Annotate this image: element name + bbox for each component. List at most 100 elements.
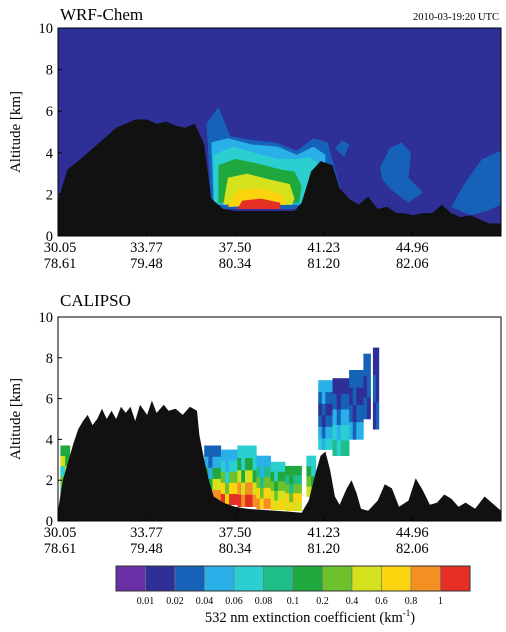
wrf-plume-contours — [206, 107, 342, 209]
colorbar-swatch — [322, 565, 353, 592]
calipso-observation-cell — [318, 426, 323, 439]
calipso-observation-cell — [65, 455, 71, 467]
y-tick-label: 4 — [46, 432, 54, 448]
calipso-observation-cell — [328, 380, 333, 393]
calipso-observation-cell — [241, 457, 246, 471]
colorbar-swatch — [233, 565, 264, 592]
y-tick-label: 4 — [46, 146, 54, 162]
colorbar-title-main: 532 nm extinction coefficient (km — [205, 610, 404, 626]
calipso-observation-cell — [289, 465, 294, 476]
colorbar-level-label: 0.01 — [137, 596, 155, 607]
calipso-observation-cell — [297, 492, 302, 503]
calipso-observation-cell — [293, 483, 298, 494]
calipso-observation-cell — [332, 393, 337, 410]
wrf-title: WRF-Chem — [60, 5, 143, 24]
x-tick-label-lat: 44.96 — [396, 240, 429, 256]
colorbar-level-label: 0.1 — [287, 596, 300, 607]
y-tick-label: 2 — [46, 187, 53, 203]
calipso-observation-cell — [328, 403, 333, 416]
colorbar-level-label: 0.4 — [346, 596, 359, 607]
x-tick-label-lat: 37.50 — [219, 240, 252, 256]
calipso-observation-cell — [349, 370, 353, 388]
calipso-observation-cell — [60, 455, 66, 467]
calipso-observation-cell — [260, 466, 264, 478]
colorbar-swatch — [292, 565, 323, 592]
calipso-observation-cell — [372, 347, 377, 376]
calipso-panel: CALIPSO Altitude [km] 0 2 4 6 8 10 30.0578.61… — [8, 291, 502, 557]
calipso-observation-cell — [359, 422, 364, 440]
calipso-observation-cell — [356, 404, 361, 423]
wrf-y-axis-label: Altitude [km] — [8, 91, 24, 173]
calipso-observation-cell — [225, 449, 230, 461]
calipso-observation-cell — [311, 465, 317, 477]
calipso-observation-cell — [225, 493, 230, 505]
x-tick-label-lon: 82.06 — [396, 256, 429, 272]
colorbar-level-label: 0.2 — [316, 596, 329, 607]
calipso-observation-cell — [318, 438, 323, 450]
calipso-observation-cell — [352, 370, 357, 388]
calipso-observation-cell — [325, 403, 330, 416]
calipso-observation-cell — [216, 489, 222, 501]
calipso-observation-cell — [263, 476, 268, 488]
calipso-observation-cell — [321, 380, 326, 393]
calipso-observation-cell — [241, 482, 246, 495]
calipso-y-axis-label: Altitude [km] — [8, 378, 24, 460]
calipso-observation-cell — [233, 493, 238, 505]
calipso-observation-cell — [216, 456, 222, 468]
calipso-observation-cell — [267, 487, 271, 499]
calipso-observation-cell — [306, 465, 312, 477]
x-tick-label-lon: 80.34 — [219, 256, 252, 272]
calipso-y-ticks: 0 2 4 6 8 10 — [39, 310, 62, 530]
calipso-observation-cell — [216, 467, 222, 479]
calipso-observation-cell — [245, 470, 250, 483]
calipso-observation-cell — [311, 455, 317, 467]
calipso-observation-cell — [281, 481, 286, 491]
calipso-observation-cell — [256, 455, 261, 467]
calipso-observation-cell — [297, 501, 302, 512]
y-tick-label: 8 — [46, 351, 53, 367]
colorbar-swatch — [381, 565, 412, 592]
calipso-observation-cell — [212, 467, 217, 479]
calipso-observation-cell — [321, 414, 326, 427]
calipso-observation-cell — [336, 424, 342, 441]
calipso-observation-cell — [328, 414, 333, 427]
calipso-observation-cell — [220, 493, 226, 505]
calipso-observation-cell — [248, 470, 253, 483]
calipso-observation-cell — [349, 422, 353, 440]
calipso-observation-cell — [375, 374, 380, 403]
y-tick-label: 8 — [46, 63, 53, 79]
calipso-observation-cell — [289, 501, 294, 512]
calipso-observation-cell — [285, 474, 290, 485]
calipso-observation-cell — [245, 482, 250, 495]
calipso-observation-cell — [229, 460, 234, 472]
calipso-observation-cell — [363, 375, 368, 398]
calipso-observation-cell — [318, 403, 323, 416]
calipso-observation-cell — [256, 487, 261, 499]
calipso-observation-cell — [367, 375, 371, 398]
x-tick-label-lon: 78.61 — [44, 541, 77, 557]
x-tick-label-lon: 80.34 — [219, 541, 252, 557]
calipso-observation-cell — [336, 393, 342, 410]
calipso-observation-cell — [349, 387, 353, 405]
calipso-observation-cell — [256, 498, 261, 510]
calipso-observation-cell — [340, 378, 346, 394]
calipso-observation-cell — [277, 490, 282, 501]
calipso-observation-cell — [252, 482, 257, 495]
calipso-observation-cell — [372, 374, 377, 403]
x-tick-label-lat: 44.96 — [396, 525, 429, 541]
calipso-observation-cell — [356, 422, 361, 440]
calipso-observation-cell — [318, 380, 323, 393]
colorbar-frame — [115, 565, 471, 592]
calipso-observation-cell — [328, 391, 333, 404]
calipso-observation-cell — [274, 481, 279, 491]
calipso-observation-cell — [208, 467, 213, 479]
colorbar-title-superscript: -1 — [403, 608, 411, 618]
calipso-observation-cell — [375, 402, 380, 430]
calipso-observation-cell — [260, 487, 264, 499]
wrf-y-ticks: 0 2 4 6 8 10 — [39, 21, 62, 245]
calipso-observation-cell — [229, 493, 234, 505]
x-tick-label-lon: 78.61 — [44, 256, 77, 272]
calipso-observation-cell — [220, 449, 226, 461]
x-tick-label-lat: 30.05 — [44, 240, 77, 256]
calipso-observation-cell — [325, 380, 330, 393]
